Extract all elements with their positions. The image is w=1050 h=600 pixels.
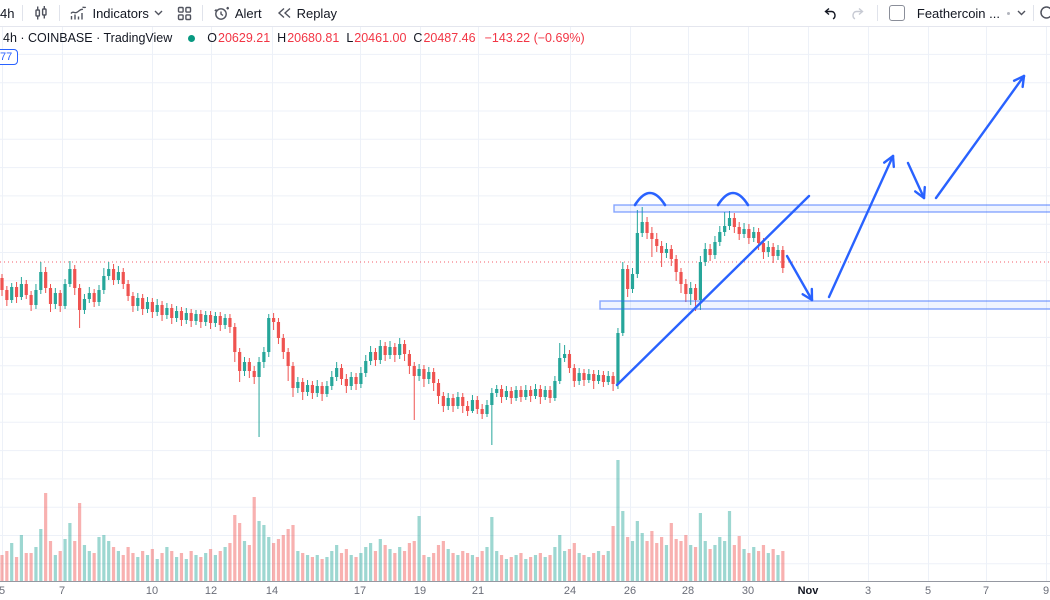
time-axis-label: 9 <box>1042 585 1050 597</box>
arrow-annotation-3 <box>906 161 926 200</box>
redo-button[interactable] <box>844 1 874 25</box>
layout-grid-button[interactable] <box>170 1 199 25</box>
drawing-count-badge[interactable]: 77 <box>0 49 19 65</box>
search-icon <box>1040 5 1050 19</box>
arc-annotation-2 <box>716 191 750 207</box>
separator <box>201 5 203 21</box>
undo-button[interactable] <box>814 1 844 25</box>
ohlc-values: O 20629.21 H 20680.81 L 20461.00 C 20487.46 … <box>207 31 584 45</box>
open-label: O <box>207 31 218 45</box>
time-axis[interactable]: 5 7 10 12 14 17 19 21 24 26 28 30 Nov 3 5 7 9 <box>0 583 1050 600</box>
separator <box>59 5 61 21</box>
toolbar-right-group: Feathercoin ... <box>814 0 1050 26</box>
arrow-annotation-1 <box>785 254 814 302</box>
separator <box>876 5 878 21</box>
arrow-annotation-2 <box>827 154 896 299</box>
alert-clock-icon <box>214 6 229 20</box>
close-label: C <box>413 31 423 45</box>
replay-label: Replay <box>296 5 338 21</box>
time-axis-label: 19 <box>413 585 427 597</box>
low-label: L <box>346 31 354 45</box>
time-axis-label: 26 <box>623 585 637 597</box>
trend-line <box>615 194 811 387</box>
candles <box>0 207 785 445</box>
separator <box>22 5 24 21</box>
toolbar-left-group: 4h Indicators <box>0 0 344 26</box>
replay-button[interactable]: Replay <box>269 1 344 25</box>
time-axis-label: 10 <box>145 585 159 597</box>
time-axis-label: 7 <box>58 585 66 597</box>
time-axis-label: 24 <box>563 585 577 597</box>
candlestick-icon <box>35 6 48 20</box>
alert-label: Alert <box>234 5 262 21</box>
timeframe-button[interactable]: 4h <box>0 1 19 25</box>
parallel-channel-1 <box>613 204 1050 213</box>
market-status-dot <box>188 34 196 42</box>
high-value: 20680.81 <box>287 31 340 45</box>
low-value: 20461.00 <box>354 31 407 45</box>
indicators-button[interactable]: Indicators <box>63 1 169 25</box>
open-value: 20629.21 <box>218 31 271 45</box>
alert-button[interactable]: Alert <box>206 1 269 25</box>
indicators-label: Indicators <box>92 5 149 21</box>
chart-type-button[interactable] <box>26 1 56 25</box>
watchlist-label: Feathercoin ... <box>916 5 1000 21</box>
volume-bars <box>0 460 785 581</box>
time-axis-label: 30 <box>741 585 755 597</box>
watchlist-button[interactable]: Feathercoin ... <box>913 1 1030 25</box>
time-axis-label: 28 <box>681 585 695 597</box>
time-axis-label: 3 <box>864 585 872 597</box>
parallel-channel-2 <box>599 300 1050 310</box>
replay-icon <box>277 7 291 19</box>
high-label: H <box>277 31 287 45</box>
search-button[interactable] <box>1037 1 1050 25</box>
time-axis-label: 17 <box>353 585 367 597</box>
close-value: 20487.46 <box>423 31 476 45</box>
chevron-down-icon <box>1017 10 1026 16</box>
arrow-annotation-4 <box>934 74 1026 200</box>
time-axis-label: Nov <box>797 585 819 597</box>
layout-grid-icon <box>177 6 192 20</box>
chevron-down-icon <box>154 10 163 16</box>
time-axis-label: 5 <box>924 585 932 597</box>
arc-annotation-1 <box>633 191 667 207</box>
separator <box>1033 5 1034 21</box>
watchlist-dot <box>1007 11 1010 15</box>
change-value: −143.22 (−0.69%) <box>484 31 585 45</box>
symbol-series-label[interactable]: 4h · COINBASE · TradingView <box>3 31 173 45</box>
time-axis-label: 14 <box>265 585 279 597</box>
indicators-icon <box>70 6 87 19</box>
drawings[interactable] <box>599 74 1050 387</box>
time-axis-label: 5 <box>0 585 6 597</box>
top-toolbar: 4h Indicators <box>0 0 1050 27</box>
time-axis-label: 21 <box>471 585 485 597</box>
timeframe-label: 4h <box>0 5 15 21</box>
multi-chart-checkbox[interactable] <box>888 5 905 21</box>
time-axis-label: 12 <box>204 585 218 597</box>
time-axis-label: 7 <box>982 585 990 597</box>
redo-icon <box>852 7 864 19</box>
